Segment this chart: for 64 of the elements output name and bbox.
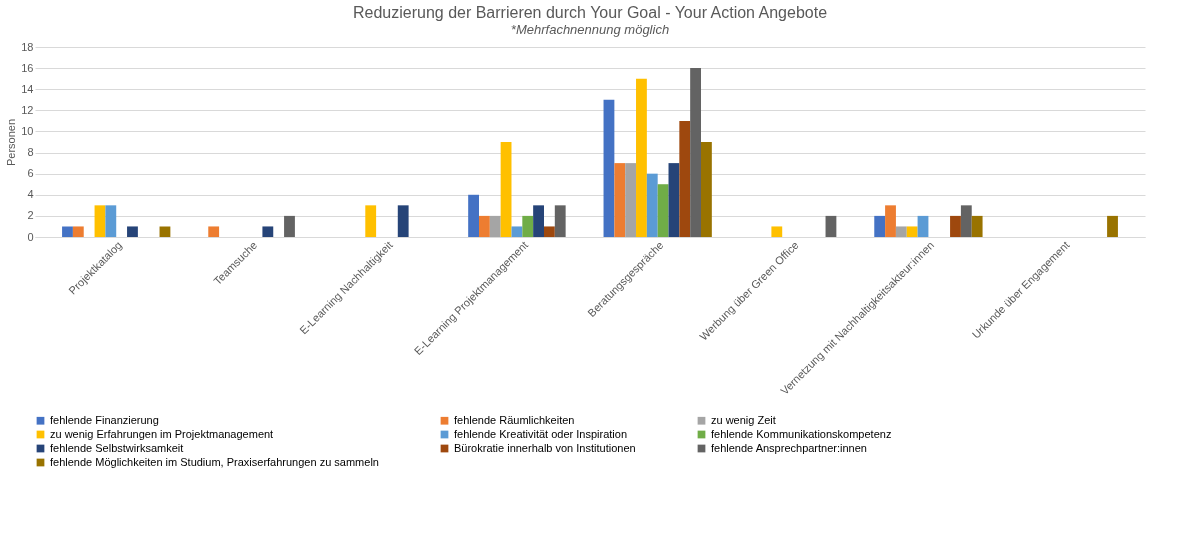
bar [105, 205, 117, 237]
bar [950, 215, 961, 237]
legend-label: fehlende Räumlichkeiten [454, 413, 575, 426]
legend-label: fehlende Kommunikationskompetenz [711, 427, 892, 440]
bar [614, 163, 626, 237]
legend-label: fehlende Selbstwirksamkeit [50, 441, 184, 454]
bar [874, 215, 886, 237]
y-tick-label: 18 [21, 40, 34, 53]
bar [489, 215, 501, 237]
bar [533, 205, 544, 237]
bar [679, 120, 691, 237]
bar [468, 194, 479, 237]
bar [646, 173, 658, 237]
bar [397, 205, 409, 237]
bar [159, 226, 171, 237]
y-tick-label: 0 [27, 230, 34, 243]
chart-subtitle: *Mehrfachnennung möglich [510, 22, 670, 37]
bar [668, 163, 680, 237]
bar [895, 226, 907, 237]
y-tick-label: 2 [27, 209, 34, 222]
bar [1107, 215, 1118, 237]
bar [94, 205, 106, 237]
bar [543, 226, 555, 237]
y-axis-title: Personen [5, 118, 18, 167]
y-tick-label: 4 [27, 188, 34, 201]
bar [511, 226, 523, 237]
legend-label: Bürokratie innerhalb von Institutionen [454, 441, 636, 454]
bar [62, 226, 73, 237]
chart-title: Reduzierung der Barrieren durch Your Goal - Your Action Angebote [352, 4, 828, 21]
bar [284, 215, 295, 237]
y-tick-label: 6 [27, 167, 34, 180]
bar [554, 205, 566, 237]
bar [971, 215, 983, 237]
legend-label: fehlende Möglichkeiten im Studium, Praxiserfahrungen zu sammeln [50, 455, 379, 468]
y-tick-label: 16 [21, 61, 34, 74]
legend-label: zu wenig Erfahrungen im Projektmanagement [50, 427, 274, 440]
bar [500, 142, 512, 237]
bar [636, 78, 647, 237]
bar [522, 215, 534, 237]
y-tick-label: 12 [21, 103, 34, 116]
bar [208, 226, 220, 237]
bar [825, 215, 837, 237]
bar [479, 215, 490, 237]
bar [625, 163, 637, 237]
bar [917, 215, 929, 237]
bar [262, 226, 274, 237]
bar [701, 142, 712, 237]
legend-label: fehlende Finanzierung [50, 413, 159, 426]
bar [906, 226, 918, 237]
bar [885, 205, 896, 237]
legend-label: zu wenig Zeit [711, 413, 776, 426]
bar [771, 226, 783, 237]
y-tick-label: 14 [21, 82, 34, 95]
legend-label: fehlende Kreativität oder Inspiration [454, 427, 628, 440]
bar [690, 68, 701, 237]
bar [657, 184, 669, 237]
legend-label: fehlende Ansprechpartner:innen [711, 441, 867, 454]
bar [365, 205, 377, 237]
y-tick-label: 8 [27, 146, 34, 159]
y-tick-label: 10 [21, 124, 34, 137]
bar [127, 226, 138, 237]
bar [960, 205, 972, 237]
bar [603, 99, 615, 237]
bar [72, 226, 84, 237]
